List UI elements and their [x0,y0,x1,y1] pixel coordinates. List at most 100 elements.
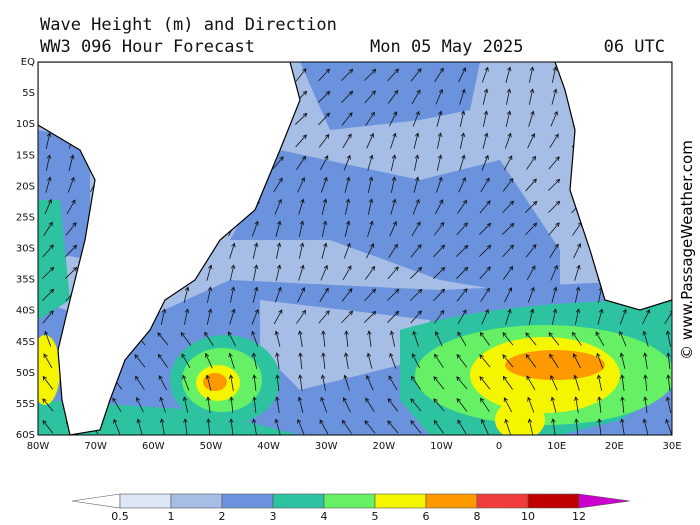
arrow [549,353,559,368]
arrow [320,396,328,413]
arrow [343,374,350,391]
arrow [504,418,511,435]
arrow [435,88,443,105]
arrow [388,243,398,258]
arrow [389,220,397,237]
arrow [366,374,374,391]
arrow [228,374,234,391]
arrow [297,287,306,303]
arrow [413,132,420,149]
arrow [571,331,582,346]
arrow [456,376,468,390]
arrow [229,264,236,281]
arrow [135,375,145,390]
lon-label: 20E [605,441,624,452]
arrow [388,375,398,391]
arrow [274,418,281,435]
colorbar-bin [119,493,172,509]
arrow [42,266,55,279]
lat-label: 60S [16,430,35,441]
arrow [525,353,537,368]
arrow [619,330,627,347]
arrow [342,133,352,149]
arrow [321,352,326,369]
arrow [365,111,375,126]
arrow [574,418,579,435]
arrow [321,198,328,215]
arrow [524,200,538,213]
arrow [158,375,168,391]
arrow [65,266,78,279]
arrow [479,331,491,346]
arrow [480,418,489,435]
arrow [410,375,421,390]
arrow [665,330,671,347]
arrow [501,222,515,235]
arrow [321,330,326,347]
lon-label: 20W [373,441,396,452]
arrow [412,330,419,347]
south-america [38,62,301,435]
arrow [341,68,354,81]
arrow [574,308,581,325]
arrow [206,418,211,435]
arrow [251,352,258,369]
arrow [479,376,491,390]
lat-label: 20S [16,181,35,192]
africa [554,62,672,311]
colorbar-bin [170,493,223,509]
arrow [596,374,602,391]
arrow [502,354,514,368]
arrow [298,220,305,237]
arrow [321,242,328,259]
arrow [68,154,75,171]
arrow [43,353,53,369]
arrow [387,310,400,323]
arrow [298,198,305,215]
arrow [483,110,489,127]
arrow [275,374,280,391]
arrow [294,112,308,125]
arrow [319,419,329,435]
arrow [456,398,468,412]
lat-label: 15S [16,150,35,161]
arrow [206,264,213,281]
arrow [457,309,467,325]
arrow [273,177,283,193]
colorbar-label: 5 [372,510,379,523]
arrow [527,133,536,149]
arrow [410,68,422,82]
colorbar-bin [527,493,580,509]
arrow [502,244,515,258]
arrow [620,374,625,391]
arrow [159,418,165,435]
lat-label: 50S [16,368,35,379]
arrow [528,88,535,105]
arrow [480,397,490,412]
arrow [433,288,446,302]
arrow [206,308,213,325]
lon-label: 0 [496,441,502,452]
arrow [597,396,602,413]
arrow [341,310,354,324]
arrow [433,244,446,258]
arrow [550,110,558,127]
arrow [66,199,76,215]
arrow [344,220,351,237]
arrow [341,288,353,302]
arrow [505,110,512,127]
arrow [157,353,168,368]
arrow [318,133,330,148]
arrow [642,330,649,347]
arrow [457,199,467,214]
arrow [642,418,649,435]
arrow [252,242,259,259]
lat-label: 45S [16,337,35,348]
arrow [298,242,305,259]
arrow [620,396,625,413]
arrow [525,222,538,236]
arrow [297,176,306,193]
arrow [548,332,560,346]
subtitle: WW3 096 Hour Forecast [40,37,255,57]
arrow [229,418,234,435]
